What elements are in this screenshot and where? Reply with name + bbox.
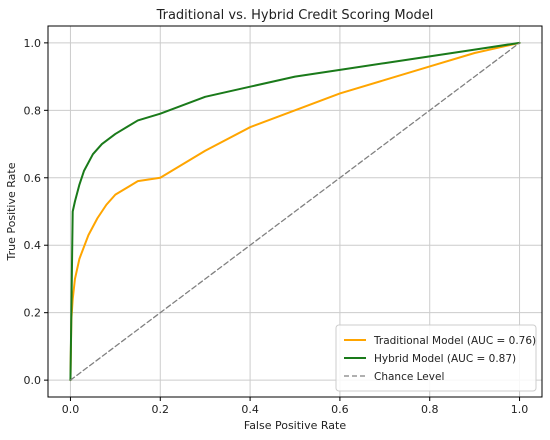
y-tick-label: 1.0 (24, 37, 42, 50)
series-lines (69, 41, 521, 382)
legend-label: Chance Level (374, 371, 444, 383)
legend-box (335, 324, 537, 392)
x-axis-label: False Positive Rate (244, 419, 346, 432)
y-tick-label: 0.6 (24, 172, 42, 185)
tick-marks: 0.0 0.2 0.4 0.6 0.8 1.0 0.0 0.2 0.4 0.6 0.8 1.0 (24, 37, 529, 416)
x-tick-label: 0.2 (152, 403, 170, 416)
x-tick-label: 0.0 (62, 403, 80, 416)
legend-label: Hybrid Model (AUC = 0.87) (374, 353, 516, 365)
x-tick-label: 0.8 (421, 403, 439, 416)
legend: Traditional Model (AUC = 0.76) Hybrid Mod… (335, 324, 537, 392)
series-line-2 (69, 41, 521, 382)
y-tick-label: 0.2 (24, 307, 42, 320)
plot-frame (47, 25, 543, 398)
x-tick-label: 0.4 (241, 403, 259, 416)
series-line-1 (69, 41, 521, 382)
y-tick-label: 0.8 (24, 104, 42, 117)
x-tick-label: 0.6 (331, 403, 349, 416)
y-axis-label: True Positive Rate (5, 162, 18, 261)
legend-label: Traditional Model (AUC = 0.76) (373, 335, 536, 347)
x-tick-label: 1.0 (511, 403, 529, 416)
y-tick-label: 0.4 (24, 239, 42, 252)
chart-title: Traditional vs. Hybrid Credit Scoring Mo… (156, 8, 434, 23)
series-line-3 (69, 42, 521, 381)
y-tick-label: 0.0 (24, 374, 42, 387)
